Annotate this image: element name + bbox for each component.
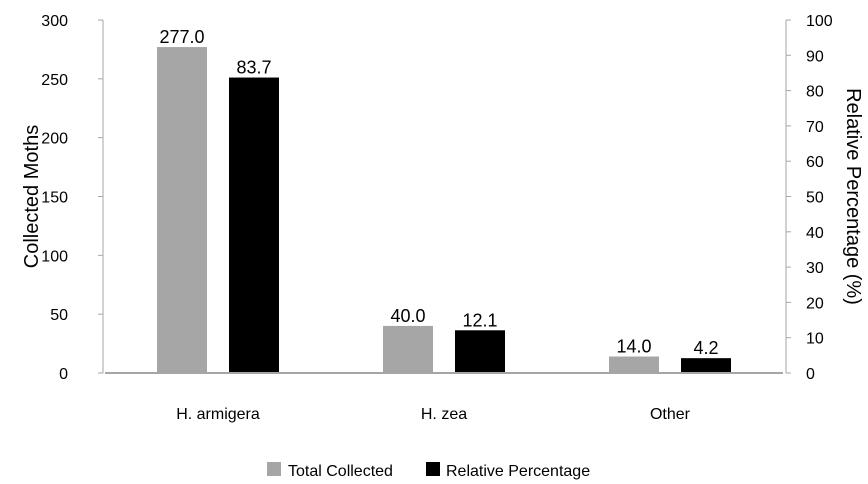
bar-total-collected bbox=[609, 356, 659, 373]
left-tick-label: 200 bbox=[41, 131, 68, 148]
category-label: Other bbox=[650, 406, 691, 423]
right-tick-label: 60 bbox=[806, 154, 824, 171]
bar-total-collected bbox=[157, 47, 207, 374]
data-label-relative-percentage: 12.1 bbox=[462, 310, 497, 330]
right-tick-label: 100 bbox=[806, 13, 833, 30]
right-tick-label: 70 bbox=[806, 119, 824, 136]
data-label-total-collected: 277.0 bbox=[159, 27, 204, 47]
bar-relative-percentage bbox=[455, 330, 505, 373]
right-tick-label: 30 bbox=[806, 260, 824, 277]
left-tick-label: 150 bbox=[41, 190, 68, 207]
bar-total-collected bbox=[383, 325, 433, 373]
left-tick-label: 0 bbox=[59, 366, 68, 383]
right-tick-label: 80 bbox=[806, 84, 824, 101]
legend-swatch-total-collected bbox=[267, 462, 281, 476]
category-labels: H. armigera H. zea Other bbox=[176, 406, 690, 423]
data-label-total-collected: 14.0 bbox=[616, 337, 651, 357]
bar-relative-percentage bbox=[229, 77, 279, 373]
right-tick-label: 0 bbox=[806, 366, 815, 383]
right-tick-label: 20 bbox=[806, 295, 824, 312]
legend-swatch-relative-percentage bbox=[426, 462, 440, 476]
bar-relative-percentage bbox=[681, 358, 731, 373]
data-labels: 277.0 83.7 40.0 12.1 14.0 4.2 bbox=[159, 27, 718, 358]
category-label: H. zea bbox=[421, 406, 467, 423]
legend-label-total-collected: Total Collected bbox=[288, 463, 393, 480]
data-label-total-collected: 40.0 bbox=[390, 306, 425, 326]
legend-label-relative-percentage: Relative Percentage bbox=[446, 463, 590, 480]
right-tick-label: 50 bbox=[806, 190, 824, 207]
right-tick-label: 40 bbox=[806, 225, 824, 242]
bars bbox=[157, 47, 731, 374]
y2-axis-title: Relative Percentage (%) bbox=[842, 88, 864, 305]
left-tick-label: 250 bbox=[41, 72, 68, 89]
left-axis: 0 50 100 150 200 250 300 bbox=[41, 13, 104, 383]
right-tick-label: 10 bbox=[806, 331, 824, 348]
data-label-relative-percentage: 4.2 bbox=[693, 338, 718, 358]
left-tick-label: 300 bbox=[41, 13, 68, 30]
y-axis-title: Collected Moths bbox=[21, 125, 43, 268]
data-label-relative-percentage: 83.7 bbox=[236, 58, 271, 78]
right-axis: 0 10 20 30 40 50 60 70 80 90 100 bbox=[785, 13, 833, 383]
legend: Total Collected Relative Percentage bbox=[267, 462, 590, 480]
left-tick-label: 50 bbox=[50, 307, 68, 324]
right-tick-label: 90 bbox=[806, 48, 824, 65]
category-label: H. armigera bbox=[176, 406, 260, 423]
left-tick-label: 100 bbox=[41, 248, 68, 265]
